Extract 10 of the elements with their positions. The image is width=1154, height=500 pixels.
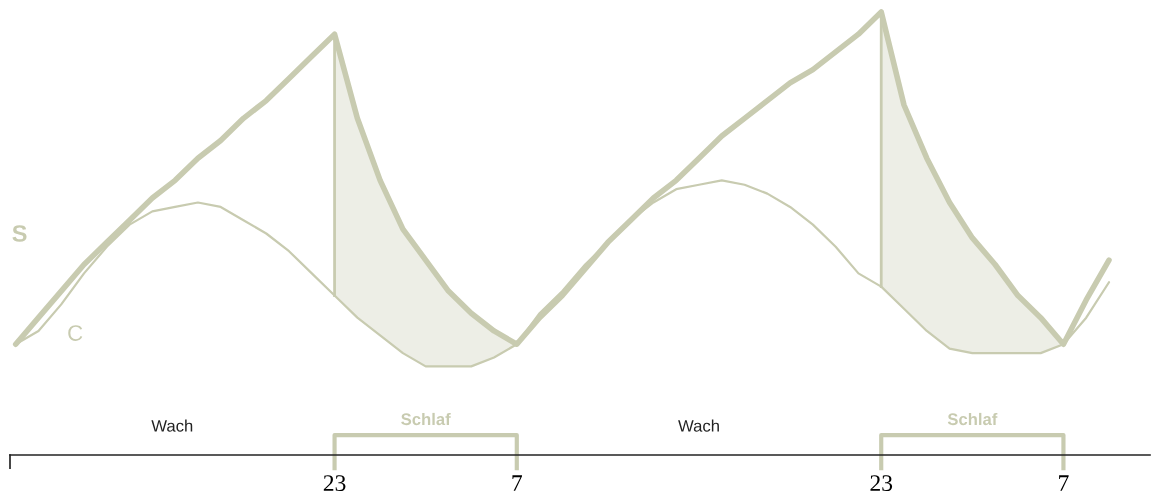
annotation: Schlaf xyxy=(947,412,998,426)
x-tick-label: 7 xyxy=(512,475,523,491)
series-label: C xyxy=(68,325,83,341)
annotation: Wach xyxy=(678,419,719,432)
text: S xyxy=(12,225,27,242)
annotation: Wach xyxy=(151,419,193,432)
x-tick-label: 23 xyxy=(323,475,346,492)
x-tick-label: 7 xyxy=(1059,475,1069,491)
annotation: Schlaf xyxy=(401,412,451,426)
x-tick-label: 23 xyxy=(870,475,893,492)
